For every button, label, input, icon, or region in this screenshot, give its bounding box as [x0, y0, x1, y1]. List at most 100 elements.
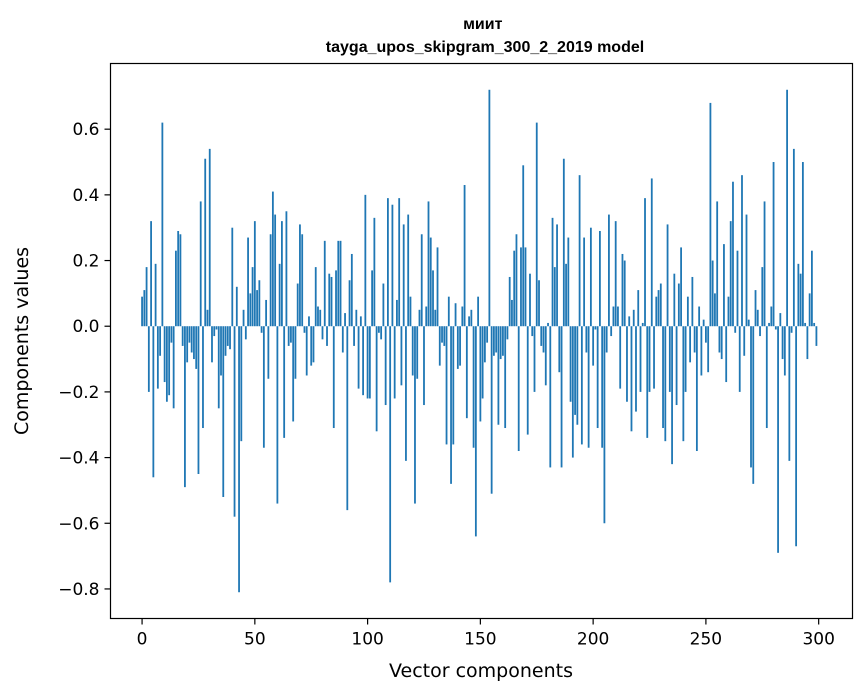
bar-177 [540, 326, 543, 346]
bar-236 [673, 273, 676, 327]
bar-134 [443, 326, 446, 346]
bar-173 [531, 326, 534, 337]
bar-198 [587, 326, 590, 448]
bar-197 [585, 326, 588, 353]
bar-93 [350, 253, 353, 327]
y-tick-label: −0.4 [58, 449, 99, 469]
bar-157 [495, 326, 498, 353]
bar-195 [580, 326, 583, 445]
bar-165 [513, 250, 516, 327]
bar-96 [357, 326, 360, 389]
y-axis: −0.8 −0.6 −0.4 −0.2 0.0 0.2 0.4 0.6 [58, 120, 111, 600]
bar-188 [565, 263, 567, 327]
bar-79 [319, 309, 322, 327]
bar-19 [184, 326, 186, 488]
bar-73 [305, 326, 308, 376]
x-tick-label: 200 [577, 630, 609, 650]
bar-240 [682, 326, 685, 442]
bar-150 [479, 326, 482, 422]
bar-78 [317, 306, 319, 327]
bar-111 [391, 204, 394, 327]
bar-28 [204, 158, 207, 327]
bar-294 [804, 322, 807, 327]
bar-0 [141, 296, 143, 327]
bar-4 [150, 221, 152, 327]
bar-85 [332, 326, 335, 429]
bar-52 [258, 280, 261, 327]
bar-53 [260, 326, 263, 333]
bar-180 [547, 322, 549, 327]
bar-36 [222, 326, 225, 497]
bar-233 [666, 224, 669, 327]
bar-167 [517, 326, 520, 452]
bar-105 [377, 326, 380, 333]
bar-145 [468, 316, 470, 327]
bar-211 [617, 306, 619, 327]
bar-112 [393, 326, 396, 399]
bar-26 [199, 201, 202, 327]
bar-224 [646, 326, 649, 438]
bar-149 [477, 296, 480, 327]
bar-59 [274, 214, 277, 327]
bar-171 [526, 326, 529, 435]
bar-60 [276, 326, 279, 504]
bar-222 [641, 322, 644, 327]
bar-97 [359, 316, 362, 327]
bar-299 [815, 326, 818, 346]
bar-35 [220, 326, 222, 376]
chart-title-line-2: tayga_upos_skipgram_300_2_2019 model [326, 39, 644, 56]
bar-57 [269, 234, 272, 327]
bar-186 [560, 326, 563, 468]
bar-264 [736, 250, 739, 327]
bar-70 [299, 224, 301, 327]
bar-87 [337, 240, 340, 327]
x-tick-label: 0 [137, 630, 148, 650]
bar-67 [292, 326, 295, 422]
bar-43 [238, 326, 240, 593]
bar-82 [326, 326, 328, 346]
bar-104 [375, 326, 378, 432]
bar-175 [535, 122, 538, 327]
bar-255 [716, 201, 719, 327]
bar-18 [181, 326, 184, 346]
bar-263 [734, 326, 737, 333]
bar-103 [373, 217, 376, 327]
bar-231 [662, 326, 664, 429]
bar-146 [470, 309, 473, 327]
bar-199 [589, 227, 592, 327]
bar-115 [400, 326, 403, 386]
bar-144 [465, 326, 468, 419]
x-tick-label: 250 [690, 630, 722, 650]
bar-270 [750, 326, 752, 468]
bar-8 [159, 326, 162, 356]
bar-127 [427, 201, 430, 327]
bar-234 [668, 326, 671, 392]
bar-154 [488, 89, 491, 327]
bar-283 [779, 313, 782, 327]
bar-206 [605, 326, 608, 353]
bar-269 [747, 319, 750, 327]
bar-208 [610, 326, 613, 337]
bar-162 [506, 326, 509, 340]
bar-194 [578, 175, 581, 327]
bar-32 [213, 326, 216, 337]
bar-92 [348, 280, 351, 327]
bar-45 [242, 309, 245, 327]
bar-117 [405, 326, 407, 461]
bar-291 [797, 263, 800, 327]
bar-94 [353, 326, 355, 346]
bar-185 [558, 326, 561, 373]
bar-21 [188, 326, 191, 343]
bar-179 [544, 326, 547, 386]
bar-207 [608, 214, 610, 327]
bar-48 [249, 293, 252, 327]
bar-237 [675, 326, 678, 406]
chart-title-line-1: миит [463, 16, 503, 33]
bar-221 [639, 326, 642, 392]
bar-30 [208, 148, 211, 327]
bar-116 [402, 224, 405, 327]
bar-139 [454, 303, 457, 327]
bar-266 [741, 175, 743, 327]
bar-290 [795, 326, 798, 547]
bar-2 [145, 267, 148, 327]
